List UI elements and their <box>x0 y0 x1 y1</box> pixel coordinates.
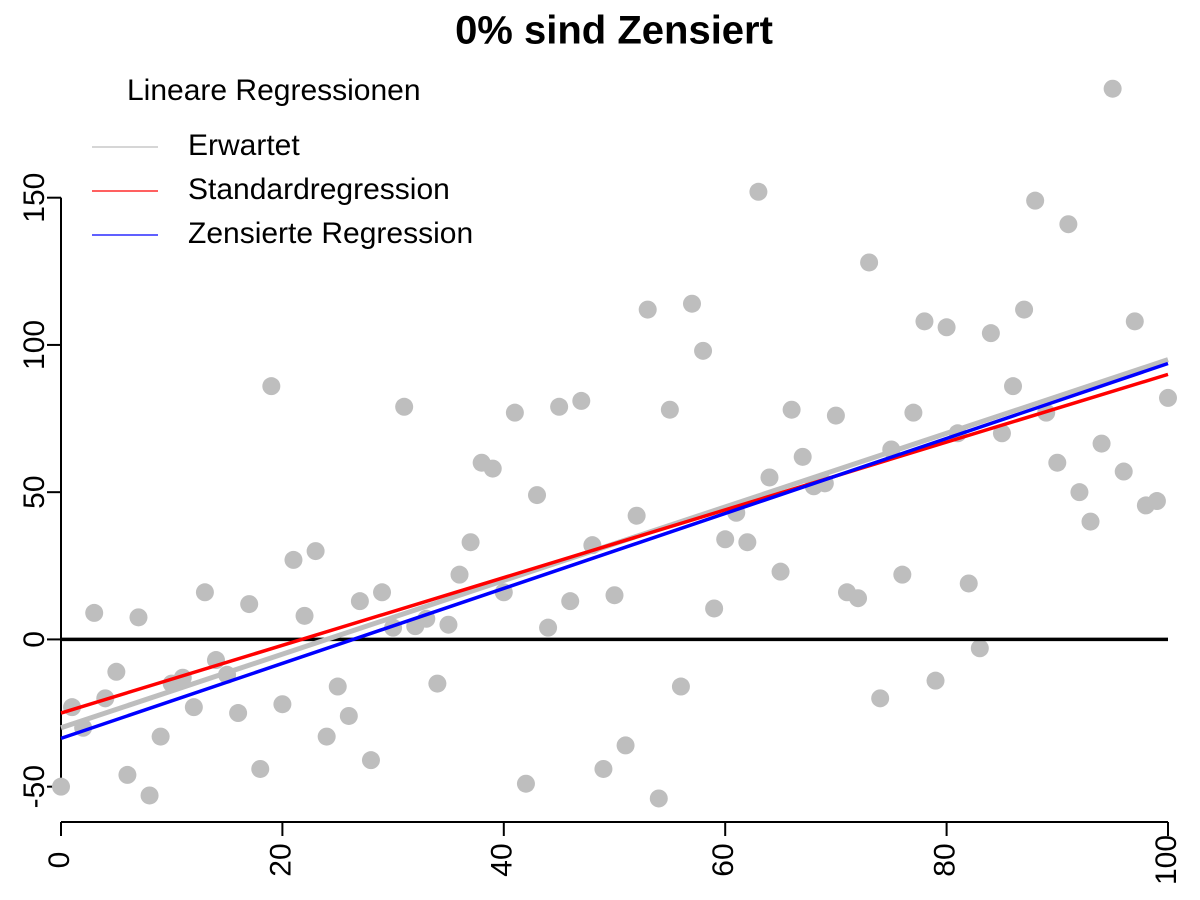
point <box>904 403 923 422</box>
point <box>738 533 757 552</box>
point <box>937 318 956 337</box>
point <box>339 706 358 725</box>
point <box>782 400 801 419</box>
x-tick-label: 0 <box>43 852 76 869</box>
point <box>638 300 657 319</box>
point <box>1015 300 1034 319</box>
point <box>107 662 126 681</box>
point <box>871 689 890 708</box>
point <box>594 759 613 778</box>
point <box>295 606 314 625</box>
regression-line <box>60 372 1169 715</box>
point <box>959 574 978 593</box>
point <box>85 603 104 622</box>
x-tick-label: 40 <box>486 843 519 876</box>
point <box>1070 483 1089 502</box>
point <box>1081 512 1100 531</box>
point <box>1092 434 1111 453</box>
y-tick-label: 0 <box>18 631 51 648</box>
y-tick-label: 150 <box>18 173 51 223</box>
point <box>505 403 524 422</box>
legend-label: Zensierte Regression <box>188 217 473 250</box>
point <box>306 542 325 561</box>
point <box>682 294 701 313</box>
legend-title: Lineare Regressionen <box>127 74 421 107</box>
point <box>450 565 469 584</box>
point <box>561 592 580 611</box>
point <box>240 595 259 614</box>
point <box>705 599 724 618</box>
point <box>439 615 458 634</box>
point <box>550 397 569 416</box>
point <box>760 468 779 487</box>
point <box>849 589 868 608</box>
point <box>1125 312 1144 331</box>
point <box>716 530 735 549</box>
x-tick-label: 100 <box>1150 835 1183 885</box>
point <box>793 447 812 466</box>
point <box>1059 215 1078 234</box>
point <box>350 592 369 611</box>
point <box>649 789 668 808</box>
point <box>395 397 414 416</box>
regression-line <box>60 361 1169 741</box>
point <box>262 377 281 396</box>
point <box>970 639 989 658</box>
chart-title: 0% sind Zensiert <box>455 9 773 53</box>
point <box>1159 388 1177 407</box>
point <box>992 424 1011 443</box>
point <box>771 562 790 581</box>
point <box>1114 462 1133 481</box>
x-tick-label: 80 <box>929 843 962 876</box>
point <box>483 459 502 478</box>
point <box>361 751 380 770</box>
point <box>1026 191 1045 210</box>
point <box>1004 377 1023 396</box>
point <box>229 704 248 723</box>
point <box>284 550 303 569</box>
y-tick-label: -50 <box>18 765 51 808</box>
point <box>915 312 934 331</box>
point <box>671 677 690 696</box>
point <box>129 608 148 627</box>
x-tick-label: 20 <box>264 843 297 876</box>
legend-label: Erwartet <box>188 129 300 162</box>
point <box>893 565 912 584</box>
point <box>328 677 347 696</box>
point <box>1103 79 1122 98</box>
y-tick-label: 100 <box>18 320 51 370</box>
point <box>627 506 646 525</box>
point <box>826 406 845 425</box>
point <box>1147 492 1166 511</box>
point <box>539 618 558 637</box>
point <box>428 674 447 693</box>
point <box>605 586 624 605</box>
point <box>52 777 70 796</box>
point <box>528 486 547 505</box>
point <box>616 736 635 755</box>
point <box>572 391 591 410</box>
legend-label: Standardregression <box>188 173 450 206</box>
point <box>118 765 137 784</box>
point <box>981 324 1000 343</box>
point <box>860 253 879 272</box>
point <box>660 400 679 419</box>
point <box>317 727 336 746</box>
y-tick-label: 50 <box>18 475 51 508</box>
point <box>251 759 270 778</box>
point <box>273 695 292 714</box>
point <box>516 774 535 793</box>
x-tick-label: 60 <box>707 843 740 876</box>
point <box>749 182 768 201</box>
point <box>151 727 170 746</box>
point <box>195 583 214 602</box>
point <box>373 583 392 602</box>
point <box>140 786 159 805</box>
point <box>1048 453 1067 472</box>
point <box>926 671 945 690</box>
point <box>184 698 203 717</box>
point <box>461 533 480 552</box>
point <box>694 341 713 360</box>
